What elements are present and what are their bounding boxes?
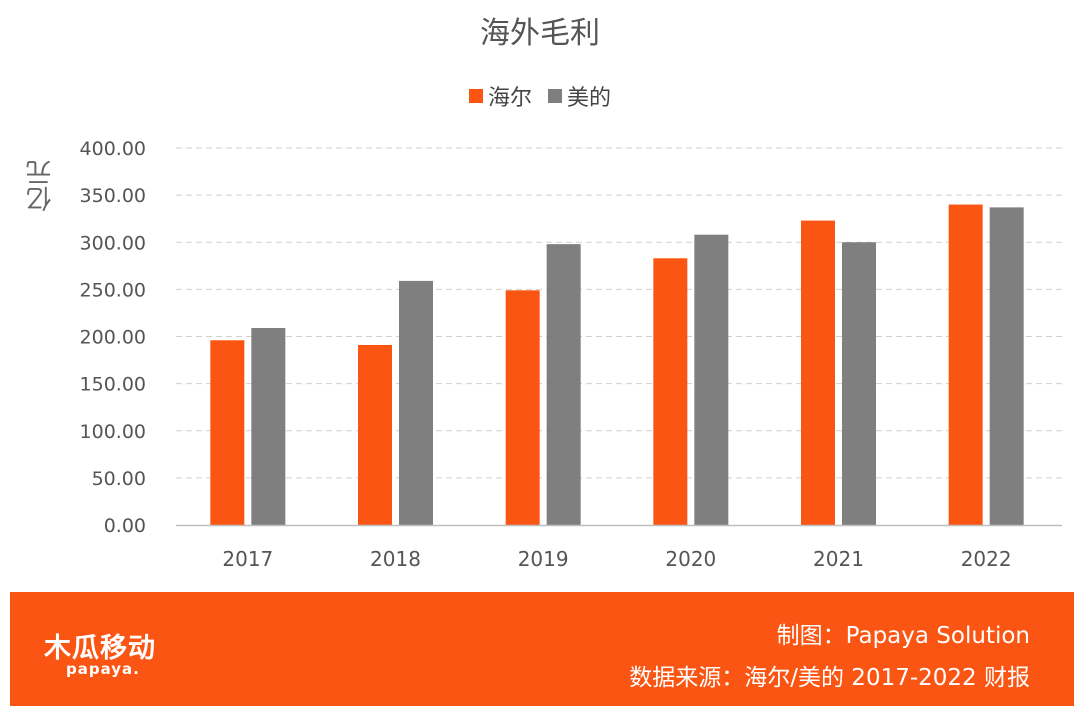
legend-swatch-midea (548, 89, 562, 103)
y-tick-label: 50.00 (92, 468, 146, 490)
bar-midea-2019 (546, 244, 581, 525)
chart-credit: 制图：Papaya Solution (776, 623, 1030, 649)
footer-banner: 木瓜移动 papaya. 制图：Papaya Solution 数据来源：海尔/… (10, 592, 1074, 706)
bar-haier-2021 (801, 220, 835, 525)
legend: 海尔 美的 (0, 80, 1080, 112)
bar-haier-2020 (653, 258, 688, 525)
grid-lines (176, 147, 1062, 479)
bars (210, 204, 1024, 526)
bar-midea-2017 (251, 328, 286, 525)
chart-title: 海外毛利 (480, 16, 600, 51)
logo-papaya: papaya. (66, 660, 140, 678)
y-tick-label: 400.00 (80, 138, 146, 160)
y-tick-label: 250.00 (80, 279, 146, 301)
bar-haier-2022 (948, 204, 983, 526)
y-tick-labels: 0.00 50.00 100.00 150.00 200.00 250.00 300.00 3… (80, 138, 146, 537)
legend-label-midea: 美的 (567, 86, 612, 111)
logo-chinese: 木瓜移动 (44, 633, 156, 664)
y-tick-label: 350.00 (80, 185, 146, 207)
x-tick-label: 2020 (665, 547, 716, 571)
bar-haier-2019 (505, 290, 540, 525)
x-tick-label: 2017 (222, 547, 273, 571)
y-tick-label: 200.00 (80, 327, 146, 349)
bar-midea-2022 (989, 207, 1024, 525)
data-source: 数据来源：海尔/美的 2017-2022 财报 (629, 665, 1030, 691)
bar-midea-2021 (842, 242, 876, 525)
legend-item-midea: 美的 (548, 80, 611, 112)
x-tick-label: 2018 (370, 547, 421, 571)
y-tick-label: 300.00 (80, 232, 146, 254)
x-tick-labels: 2017 2018 2019 2020 2021 2022 (222, 547, 1011, 571)
legend-label-haier: 海尔 (487, 86, 532, 111)
y-tick-label: 100.00 (80, 421, 146, 443)
y-tick-label: 0.00 (104, 515, 146, 537)
y-tick-label: 150.00 (80, 374, 146, 396)
chart-plot: 0.00 50.00 100.00 150.00 200.00 250.00 300.00 3… (80, 138, 1062, 571)
bar-midea-2018 (399, 280, 433, 525)
x-tick-label: 2019 (518, 547, 569, 571)
bar-haier-2017 (210, 340, 245, 525)
x-tick-label: 2021 (813, 547, 864, 571)
bar-midea-2020 (694, 234, 729, 525)
legend-item-haier: 海尔 (468, 80, 532, 112)
bar-haier-2018 (358, 344, 392, 525)
legend-swatch-haier (468, 89, 483, 103)
x-tick-label: 2022 (961, 547, 1012, 571)
